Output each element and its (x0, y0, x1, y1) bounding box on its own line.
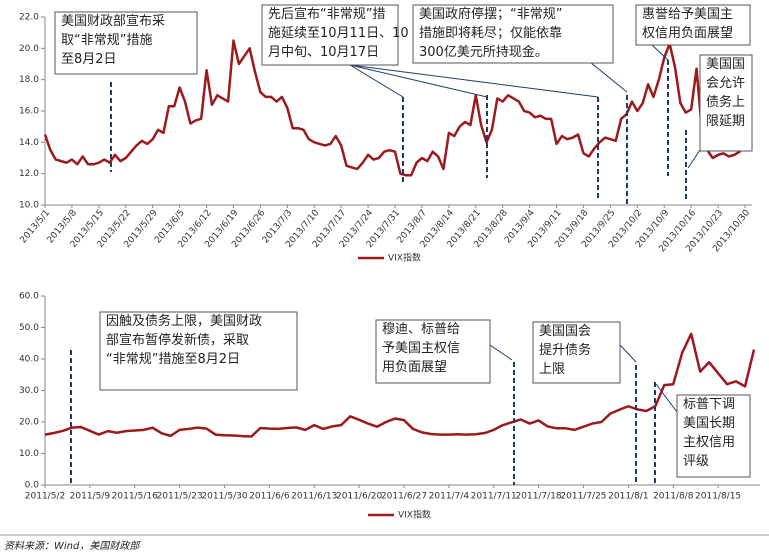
x-tick-label: 2011/6/27 (381, 492, 427, 502)
y-tick-label: 22.0 (19, 13, 39, 23)
y-tick-label: 14.0 (19, 138, 39, 148)
annotation-leader (655, 383, 678, 413)
annotation-text: “非常规”措施至8月2日 (106, 352, 240, 367)
annotation-text: 取“非常规”措施 (61, 33, 152, 48)
x-tick-label: 2011/6/6 (249, 492, 290, 502)
y-tick-label: 20.0 (19, 418, 39, 428)
annotation-leader (687, 149, 701, 169)
annotation-text: 美国政府停摆；“非常规” (419, 6, 562, 22)
y-tick-label: 40.0 (19, 355, 39, 365)
annotation-box (412, 4, 614, 64)
annotation-text: 用负面展望 (382, 359, 447, 375)
y-tick-label: 60.0 (19, 292, 39, 302)
annotation-text: 美国国会 (539, 324, 591, 339)
y-tick-label: 20.0 (19, 44, 39, 54)
annotation-text: 主权信用 (683, 434, 735, 450)
y-tick-label: 16.0 (19, 107, 39, 117)
annotation-text: 美国长期 (683, 416, 735, 431)
annotation-text: 300亿美元所持现金。 (419, 44, 548, 60)
annotation-box (635, 4, 751, 46)
line-series (43, 39, 746, 177)
annotation-box (676, 394, 751, 478)
annotation-leader (589, 61, 628, 93)
annotation-text: 评级 (683, 454, 709, 469)
annotation-text: 部宣布暂停发新债，采取 (106, 332, 249, 348)
x-tick-label: 2011/8/1 (608, 492, 648, 502)
x-tick-label: 2011/7/18 (516, 492, 562, 502)
y-tick-label: 50.0 (19, 323, 39, 333)
annotation-text: 因触及债务上限，美国财政 (106, 313, 262, 329)
annotation-text: 措施即将耗尽；仅能依靠 (419, 26, 562, 41)
annotation-text: 限延期 (706, 114, 745, 129)
annotation-box (54, 11, 198, 75)
x-tick-label: 2011/5/30 (201, 492, 247, 502)
legend-label: VIX指数 (398, 509, 431, 521)
y-tick-label: 30.0 (19, 386, 39, 396)
annotation-text: 会允许 (706, 75, 745, 91)
x-tick-label: 2011/8/15 (695, 492, 741, 502)
y-tick-label: 12.0 (19, 169, 39, 179)
annotation-text: 穆迪、标普给 (382, 322, 460, 337)
x-tick-label: 2011/7/4 (429, 492, 470, 502)
annotation-leader (349, 64, 599, 98)
annotation-leader (489, 344, 513, 361)
x-tick-label: 2011/5/9 (70, 492, 111, 502)
annotation-leader (349, 64, 488, 98)
x-tick-label: 2011/8/8 (653, 492, 694, 502)
annotation-text: 权信用负面展望 (642, 25, 733, 41)
annotation-text: 标普下调 (683, 397, 735, 412)
y-tick-label: 10.0 (19, 449, 39, 459)
x-tick-label: 2011/6/20 (336, 492, 382, 502)
x-tick-label: 2011/5/16 (112, 492, 158, 502)
annotation-text: 予美国主权信 (382, 340, 460, 356)
annotation-leader (651, 44, 669, 61)
x-tick-label: 2011/5/23 (157, 492, 203, 502)
annotation-text: 美国国 (706, 57, 745, 72)
annotation-text: 提升债务 (539, 342, 591, 358)
annotation-text: 惠誉给予美国主 (642, 7, 733, 22)
annotation-text: 美国财政部宣布采 (61, 13, 165, 29)
annotation-box (532, 321, 621, 384)
x-tick-label: 2011/7/11 (471, 492, 517, 502)
x-tick-label: 2011/5/2 (25, 492, 65, 502)
y-tick-label: 0.0 (25, 481, 40, 491)
annotation-box (261, 4, 399, 66)
x-tick-label: 2011/7/25 (560, 492, 606, 502)
annotation-text: 上限 (539, 362, 565, 377)
annotation-text: 债务上 (706, 94, 745, 110)
y-tick-label: 10.0 (19, 201, 39, 211)
annotation-box (99, 311, 298, 391)
annotation-leader (349, 64, 404, 98)
source-note: 资料来源：Wind，美国财政部 (4, 540, 141, 552)
annotation-text: 至8月2日 (61, 52, 117, 67)
legend-label: VIX指数 (388, 252, 421, 264)
x-tick-label: 2011/6/13 (291, 492, 337, 502)
annotation-box (375, 319, 491, 384)
annotation-text: 先后宣布“非常规”措 (268, 6, 385, 22)
y-tick-label: 18.0 (19, 75, 39, 85)
annotation-leader (619, 344, 637, 363)
annotation-text: 月中旬、10月17日 (268, 45, 379, 60)
annotation-box (699, 54, 753, 152)
annotation-text: 施延续至10月11日、10 (268, 26, 409, 41)
